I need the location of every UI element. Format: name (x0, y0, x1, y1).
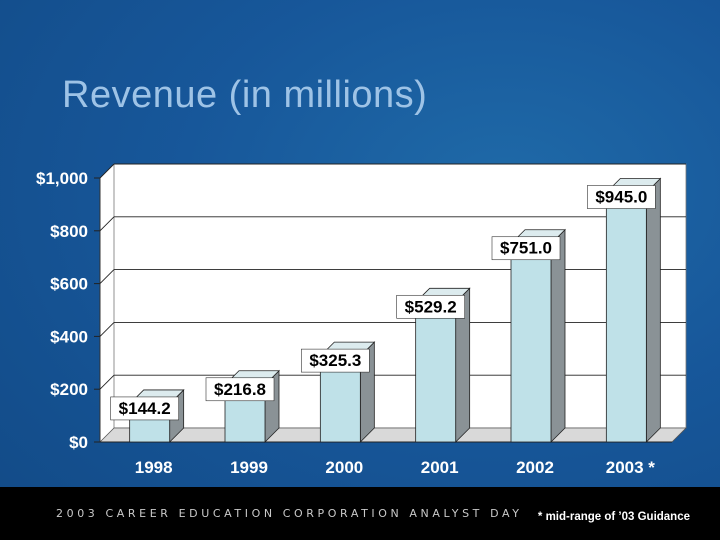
data-label: $216.8 (214, 380, 266, 399)
page-title: Revenue (in millions) (62, 74, 428, 116)
plot-area: $0 $200 $400 $600 $800 $1,000 1998 $144.2 1999 $2… (36, 163, 687, 477)
y-tick-label: $800 (50, 222, 88, 241)
footer-bar: 2003 CAREER EDUCATION CORPORATION ANALYS… (0, 487, 720, 540)
y-tick-label: $400 (50, 327, 88, 346)
gridline-diagonal (99, 374, 115, 390)
data-label-box (301, 348, 370, 373)
data-label-box (587, 185, 656, 209)
bar (415, 301, 457, 443)
data-label: $945.0 (595, 188, 647, 207)
y-tick-label: $1,000 (36, 169, 88, 188)
data-label-box (396, 294, 465, 319)
bar (510, 243, 552, 443)
y-tick-label: $600 (50, 275, 88, 294)
gridline-diagonal (99, 163, 115, 179)
gridline-diagonal (99, 322, 115, 337)
gridline-diagonal (99, 269, 115, 284)
data-label: $144.2 (119, 399, 171, 418)
data-label-box (205, 377, 275, 402)
footer-brand: 2003 CAREER EDUCATION CORPORATION ANALYS… (56, 507, 523, 520)
y-tick-label: $200 (50, 380, 88, 399)
data-label: $751.0 (500, 239, 552, 258)
data-label: $529.2 (405, 297, 457, 316)
plot-floor (99, 427, 687, 443)
bar-side (550, 228, 566, 443)
x-tick-label: 1999 (230, 458, 268, 477)
data-label-box (491, 236, 561, 261)
y-tick-label: $0 (69, 433, 88, 452)
x-tick-label: 1998 (135, 458, 173, 477)
footer-note: * mid-range of ’03 Guidance (537, 511, 690, 523)
data-label-box (110, 396, 179, 421)
gridline-diagonal (99, 216, 115, 232)
bar-side (645, 177, 661, 443)
data-label: $325.3 (309, 351, 361, 370)
x-tick-label: 2000 (325, 458, 363, 477)
revenue-bar-chart: $0 $200 $400 $600 $800 $1,000 1998 $144.2 1999 $2… (36, 163, 687, 477)
bar (605, 192, 647, 443)
x-tick-label: 2002 (516, 458, 554, 477)
x-tick-label: 2001 (421, 458, 459, 477)
x-tick-label: 2003 * (606, 458, 656, 477)
